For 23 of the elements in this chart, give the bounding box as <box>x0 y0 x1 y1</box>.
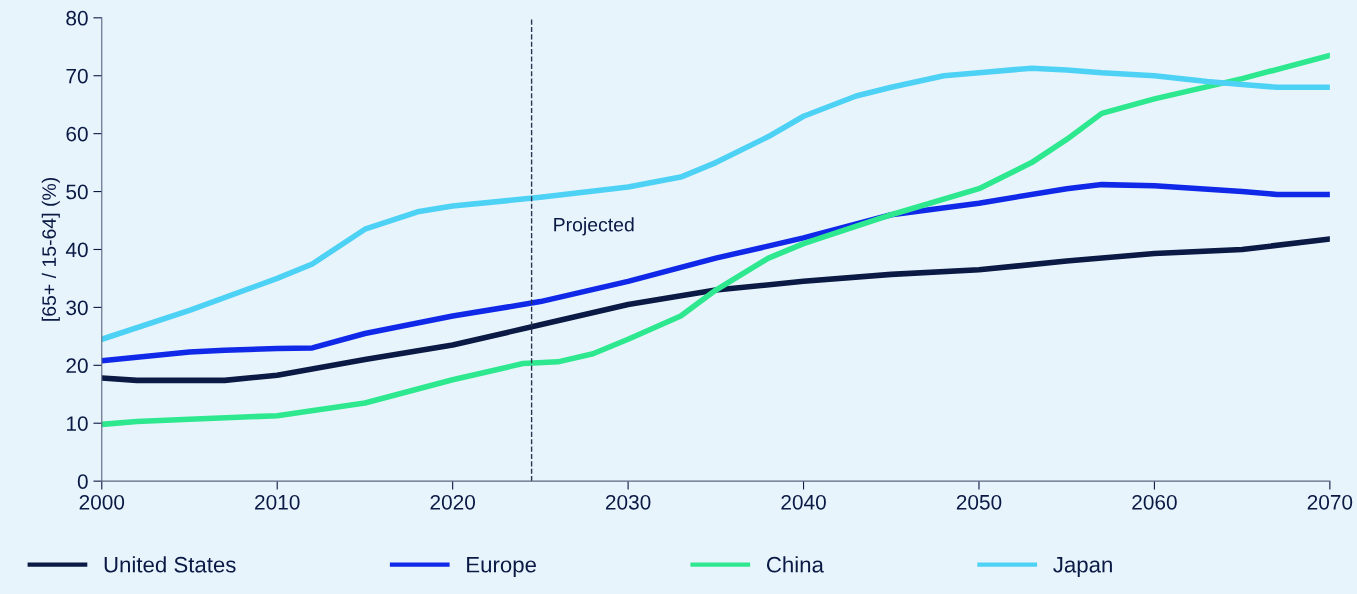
legend-label: United States <box>104 556 236 573</box>
x-tick-label: 2040 <box>781 494 826 510</box>
x-tick-label: 2030 <box>605 494 651 510</box>
x-tick-label: 2050 <box>956 494 1002 510</box>
y-tick-label: 20 <box>66 358 88 374</box>
y-tick-label: 40 <box>65 242 88 258</box>
y-tick-label: 60 <box>66 126 88 142</box>
y-tick-label: 10 <box>67 416 88 431</box>
x-tick-label: 2060 <box>1132 494 1177 510</box>
legend-label: Japan <box>1053 557 1112 577</box>
y-tick-label: 30 <box>66 300 88 316</box>
x-tick-label: 2000 <box>79 494 125 510</box>
x-tick-label: 2010 <box>255 494 300 510</box>
ref-line-label: Projected <box>554 217 634 236</box>
legend-label: China <box>766 556 824 573</box>
y-tick-label: 80 <box>66 10 88 26</box>
x-tick-label: 2070 <box>1307 494 1353 510</box>
y-axis-title: [65+ / 15-64] (%) <box>41 178 60 321</box>
x-tick-label: 2020 <box>430 494 476 510</box>
legend-label: Europe <box>467 557 536 577</box>
y-tick-label: 50 <box>66 184 88 200</box>
y-tick-label: 0 <box>77 474 88 489</box>
y-tick-label: 70 <box>66 68 88 84</box>
